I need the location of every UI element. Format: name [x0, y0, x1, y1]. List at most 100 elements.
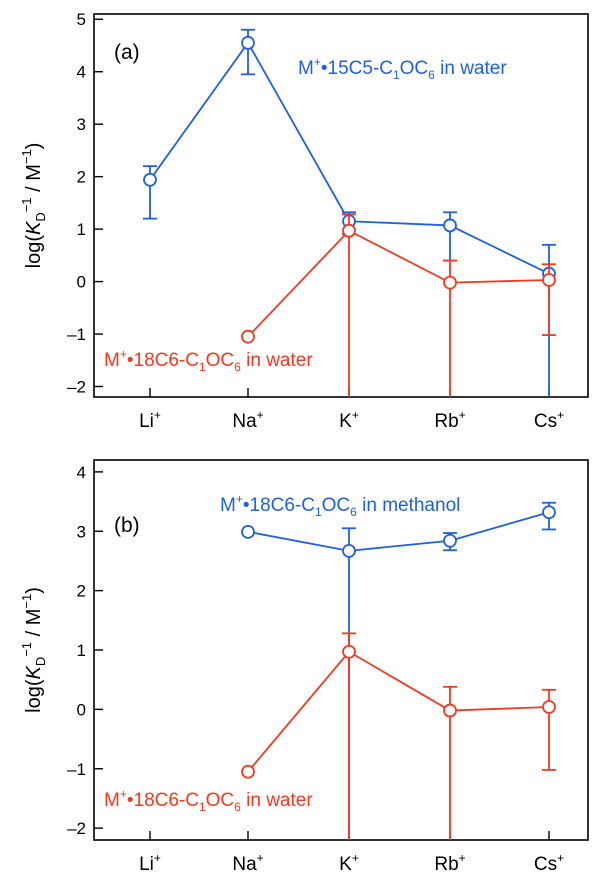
data-point [342, 223, 356, 238]
x-tick-label-base: K [339, 411, 352, 432]
series-label: M+•18C6-C1OC6 in methanol [220, 492, 460, 519]
series-2 [241, 213, 556, 397]
data-point [342, 644, 356, 659]
series-label-part: in water [241, 350, 313, 371]
series-label-part: OC [206, 790, 235, 811]
y-label-part: ) [23, 587, 45, 594]
x-tick-label-base: Rb [434, 854, 458, 874]
x-tick-label-sup: + [154, 851, 161, 865]
y-tick-label: 1 [77, 220, 86, 239]
series-label-sub: 6 [234, 800, 241, 814]
x-tick-label-sup: + [557, 851, 564, 865]
series-label-sup: + [120, 787, 127, 801]
x-tick-label-base: Li [139, 411, 154, 432]
series-label-part: M [220, 495, 236, 516]
series-label-part: •18C6-C [243, 495, 315, 516]
x-tick-label-sup: + [352, 408, 359, 422]
y-tick-label: 3 [77, 115, 86, 134]
y-label-part: ) [23, 143, 45, 150]
data-point [342, 543, 356, 558]
data-point [143, 172, 157, 187]
series-line [247, 229, 550, 338]
series-label-part: M [104, 790, 120, 811]
x-tick-label: Rb+ [434, 851, 465, 874]
series-label-part: M [298, 58, 314, 79]
x-tick-label-sup: + [154, 408, 161, 422]
data-point [241, 524, 255, 539]
y-tick-label: 0 [77, 700, 86, 719]
y-label-part: / M [23, 164, 45, 197]
y-tick-label: –1 [67, 760, 86, 779]
y-tick-label: –1 [67, 325, 86, 344]
y-label-part: K [23, 220, 45, 235]
data-point [443, 218, 457, 233]
series-label-sup: + [120, 347, 127, 361]
x-tick-label: Na+ [232, 408, 263, 432]
y-tick-label: 4 [77, 63, 86, 82]
series-label-part: M [104, 350, 120, 371]
series-label-part: •18C6-C [127, 350, 199, 371]
x-tick-label-base: K [339, 854, 352, 874]
data-point [241, 764, 255, 779]
y-tick-label: 2 [77, 582, 86, 601]
series-label-part: OC [206, 350, 235, 371]
x-tick-label-base: Rb [434, 411, 458, 432]
y-label-sup: −1 [19, 149, 34, 164]
y-tick-label: 2 [77, 168, 86, 187]
x-tick-label-base: Li [139, 854, 154, 874]
series-label: M+•15C5-C1OC6 in water [298, 55, 507, 82]
series-label-part: OC [400, 58, 429, 79]
series-label-sup: + [314, 55, 321, 69]
series-label: M+•18C6-C1OC6 in water [104, 347, 313, 374]
series-label-sub: 1 [393, 68, 400, 82]
y-tick-label: 5 [77, 10, 86, 29]
x-tick-label-base: Cs [534, 854, 557, 874]
series-label-sub: 1 [315, 505, 322, 519]
x-tick-label: K+ [339, 408, 359, 432]
series-label-sup: + [236, 492, 243, 506]
data-point [241, 35, 255, 50]
series-label-sub: 6 [428, 68, 435, 82]
x-tick-label-sup: + [459, 408, 466, 422]
data-point [443, 703, 457, 718]
series-label-part: in water [241, 790, 313, 811]
x-tick-label: Li+ [139, 408, 161, 432]
panel-label: (b) [114, 514, 140, 537]
panel-label: (a) [114, 41, 140, 64]
data-point [542, 700, 556, 714]
x-tick-label: Cs+ [534, 408, 564, 432]
series-label-sub: 1 [199, 800, 206, 814]
series-label-sub: 6 [350, 505, 357, 519]
series-label-part: •15C5-C [321, 58, 393, 79]
series-line [247, 650, 550, 773]
x-tick-label: Li+ [139, 851, 161, 874]
y-tick-label: 0 [77, 273, 86, 292]
data-point [542, 273, 556, 287]
series-label-part: in methanol [357, 495, 461, 516]
y-label-sub: D [33, 657, 48, 666]
series-label-part: in water [435, 58, 507, 79]
x-tick-label-sup: + [557, 408, 564, 422]
series-label-part: OC [322, 495, 351, 516]
x-tick-label-sup: + [352, 851, 359, 865]
y-label-part: K [23, 665, 45, 680]
y-label-part: / M [23, 609, 45, 642]
x-tick-label: Rb+ [434, 408, 465, 432]
x-tick-label: Cs+ [534, 851, 564, 874]
series-label-sub: 1 [199, 360, 206, 374]
y-tick-label: 3 [77, 522, 86, 541]
y-label-sub: D [33, 212, 48, 221]
data-point [542, 505, 556, 520]
y-tick-label: 1 [77, 641, 86, 660]
x-tick-label-base: Cs [534, 411, 557, 432]
x-tick-label: K+ [339, 851, 359, 874]
x-tick-label-base: Na [232, 411, 257, 432]
y-tick-label: 4 [77, 463, 86, 482]
data-point [443, 275, 457, 290]
plot-frame [93, 13, 589, 398]
y-label-sup: −1 [19, 197, 34, 212]
y-label-part: log( [23, 679, 45, 713]
